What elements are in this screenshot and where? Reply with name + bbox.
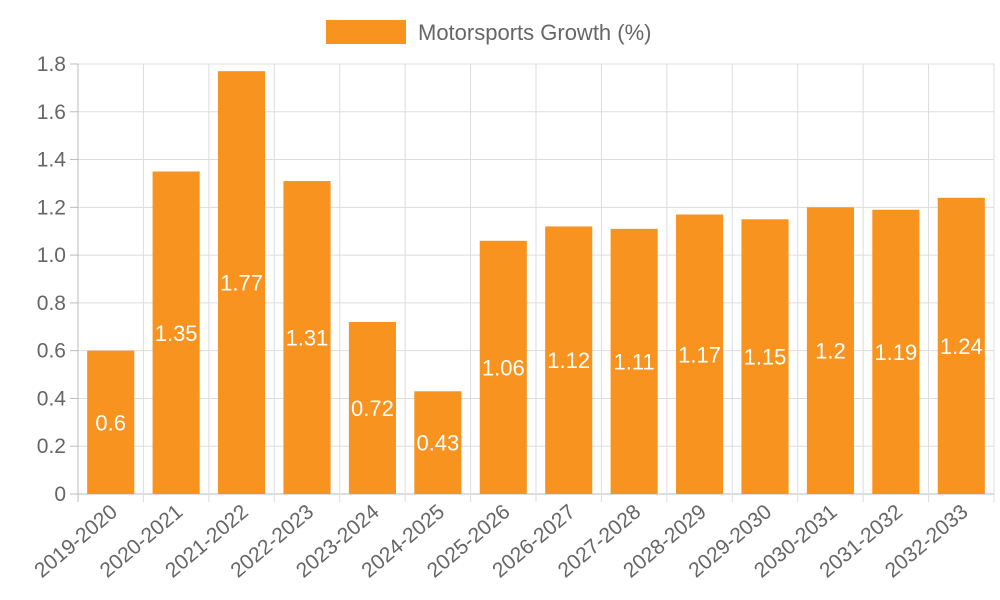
bar[interactable]: [676, 214, 724, 495]
data-label: 1.2: [815, 339, 846, 364]
y-tick-label: 0.6: [37, 340, 66, 363]
data-label: 1.12: [547, 348, 590, 373]
y-tick-label: 1.2: [37, 196, 66, 219]
y-tick-label: 1.6: [37, 101, 66, 124]
y-tick-label: 0.8: [37, 292, 66, 315]
bar[interactable]: [610, 228, 658, 495]
bar[interactable]: [348, 322, 396, 494]
bar[interactable]: [218, 71, 266, 495]
grid: [77, 63, 995, 502]
y-tick-label: 1.8: [37, 53, 66, 76]
y-tick-label: 0: [54, 483, 66, 506]
legend-swatch: [326, 20, 406, 44]
bar[interactable]: [152, 171, 200, 495]
bar[interactable]: [806, 207, 854, 495]
y-axis: 0 0.2 0.4 0.6 0.8 1.0 1.2 1.4 1.6 1.8: [37, 53, 78, 506]
data-label: 1.17: [678, 342, 721, 367]
legend[interactable]: Motorsports Growth (%): [326, 20, 652, 45]
bar[interactable]: [872, 209, 920, 494]
bar[interactable]: [479, 240, 527, 494]
data-label: 1.19: [874, 340, 917, 365]
legend-label: Motorsports Growth (%): [418, 20, 652, 45]
bar[interactable]: [414, 391, 462, 494]
data-label: 1.77: [220, 271, 263, 296]
bar[interactable]: [741, 219, 789, 494]
data-label: 1.31: [286, 326, 329, 351]
data-label: 1.24: [940, 334, 983, 359]
y-tick-label: 0.4: [37, 387, 67, 410]
data-label: 0.43: [416, 431, 459, 456]
y-tick-label: 1.4: [37, 149, 67, 172]
data-label: 1.11: [614, 349, 655, 374]
x-axis: 2019-20202020-20212021-20222022-20232023…: [30, 500, 972, 582]
data-label: 0.72: [351, 396, 394, 421]
bar[interactable]: [545, 226, 593, 494]
bar[interactable]: [283, 181, 331, 495]
y-tick-label: 0.2: [37, 435, 66, 458]
y-tick-label: 1.0: [37, 244, 66, 267]
data-label: 1.15: [744, 345, 787, 370]
bar[interactable]: [937, 197, 985, 494]
bars: [87, 71, 985, 495]
data-label: 1.35: [155, 321, 198, 346]
data-label: 0.6: [95, 410, 126, 435]
bar[interactable]: [87, 350, 135, 494]
data-label: 1.06: [482, 355, 525, 380]
data-labels: 0.6 1.35 1.77 1.31 0.72 0.43 1.06 1.12 1.11 1.17 1…: [95, 271, 982, 456]
